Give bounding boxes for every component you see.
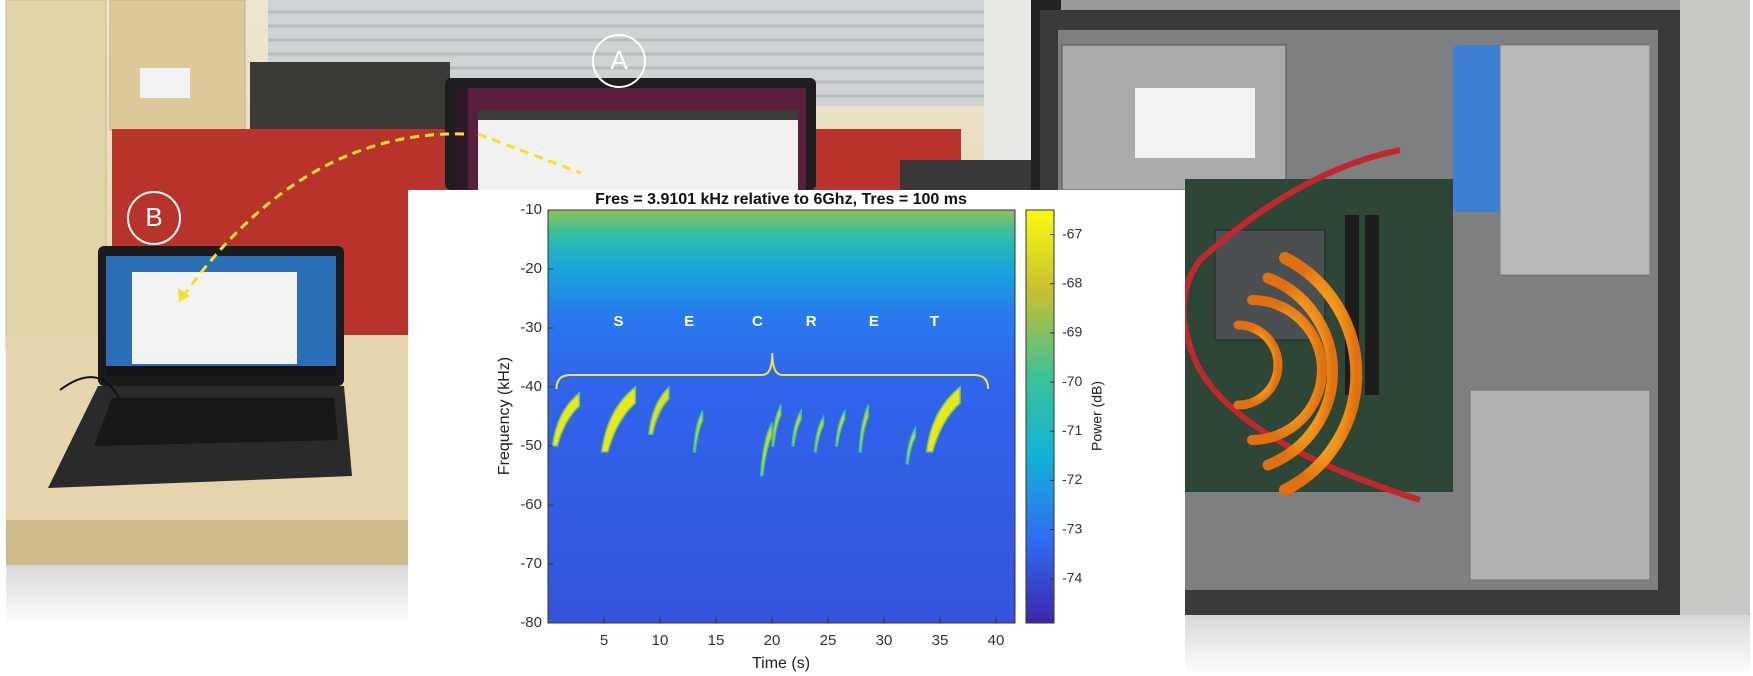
psu-label xyxy=(1135,88,1255,158)
monitor xyxy=(250,62,450,132)
burst xyxy=(925,385,961,453)
taskbar xyxy=(106,366,336,376)
keyboard xyxy=(94,398,338,446)
photo-label: B xyxy=(145,202,162,232)
photo-reflection xyxy=(6,565,426,625)
cable xyxy=(59,376,121,401)
burst xyxy=(692,410,704,453)
x-tick-label: 30 xyxy=(876,632,893,649)
transfer-arrow xyxy=(477,132,582,175)
transfer-arrow xyxy=(177,132,465,303)
colorbar xyxy=(1025,209,1055,624)
dock xyxy=(456,88,468,190)
x-axis-label: Time (s) xyxy=(752,655,810,672)
plot-area: S E C R E T 5 10 15 20 25 30 35 40 -10 -20 -30 -40 -50 -60 -… xyxy=(520,201,1082,649)
y-tick-label: -50 xyxy=(520,437,542,454)
colorbar-tick-label: -67 xyxy=(1062,225,1082,241)
burst xyxy=(600,385,637,453)
app-window xyxy=(478,110,798,190)
y-tick-label: -30 xyxy=(520,319,542,336)
photo-reflection xyxy=(1185,615,1750,676)
y-tick-label: -10 xyxy=(520,201,542,218)
x-tick-label: 10 xyxy=(652,632,669,649)
y-tick-label: -60 xyxy=(520,496,542,513)
y-tick-label: -80 xyxy=(520,614,542,631)
label-circle xyxy=(592,34,646,88)
x-tick-label: 40 xyxy=(988,632,1005,649)
pillar xyxy=(984,0,1031,190)
annotation: E xyxy=(684,313,694,330)
y-tick-label: -40 xyxy=(520,378,542,395)
ram-slot xyxy=(1365,215,1379,395)
colorbar-tick-label: -74 xyxy=(1062,569,1082,585)
colorbar-label: Power (dB) xyxy=(1089,381,1105,451)
annotation: R xyxy=(806,313,817,330)
colorbar-tick-label: -71 xyxy=(1062,422,1082,438)
shelf xyxy=(109,0,246,131)
y-tick-label: -70 xyxy=(520,555,542,572)
brace xyxy=(555,352,990,390)
burst xyxy=(835,407,846,447)
x-tick-label: 15 xyxy=(708,632,725,649)
x-tick-label: 35 xyxy=(932,632,949,649)
emanation-waves xyxy=(1233,252,1363,496)
y-axis-label: Frequency (kHz) xyxy=(496,357,513,475)
colorbar-tick-label: -70 xyxy=(1062,373,1082,389)
shelf xyxy=(5,0,107,351)
chart-title: Fres = 3.9101 kHz relative to 6Ghz, Tres… xyxy=(595,191,967,208)
burst xyxy=(551,391,581,447)
annotation: E xyxy=(869,313,879,330)
drive-cage xyxy=(1499,44,1651,276)
y-tick-label: -20 xyxy=(520,260,542,277)
colorbar-tick-label: -73 xyxy=(1062,520,1082,536)
arrow-head xyxy=(178,288,190,302)
shelf-item xyxy=(140,68,190,98)
backdrop xyxy=(1680,0,1750,615)
burst xyxy=(759,422,773,477)
annotation: C xyxy=(752,313,763,330)
burst xyxy=(647,385,670,435)
label-circle xyxy=(127,191,181,245)
app-titlebar xyxy=(478,110,798,120)
x-tick-label: 5 xyxy=(600,632,608,649)
colorbar-tick-label: -72 xyxy=(1062,471,1082,487)
plot-frame xyxy=(547,209,1016,624)
burst xyxy=(905,425,917,465)
annotation: S xyxy=(614,313,624,330)
burst xyxy=(791,407,802,447)
x-tick-label: 25 xyxy=(820,632,837,649)
photo-label: A xyxy=(610,45,628,75)
app-window xyxy=(132,272,297,364)
x-tick-label: 20 xyxy=(764,632,781,649)
burst xyxy=(858,404,870,453)
burst xyxy=(771,404,782,447)
burst xyxy=(813,413,825,453)
drive-bay xyxy=(1469,389,1651,581)
desk-item xyxy=(900,160,1031,190)
colorbar-tick-label: -68 xyxy=(1062,274,1082,290)
annotation: T xyxy=(930,313,939,330)
colorbar-tick-label: -69 xyxy=(1062,324,1082,340)
